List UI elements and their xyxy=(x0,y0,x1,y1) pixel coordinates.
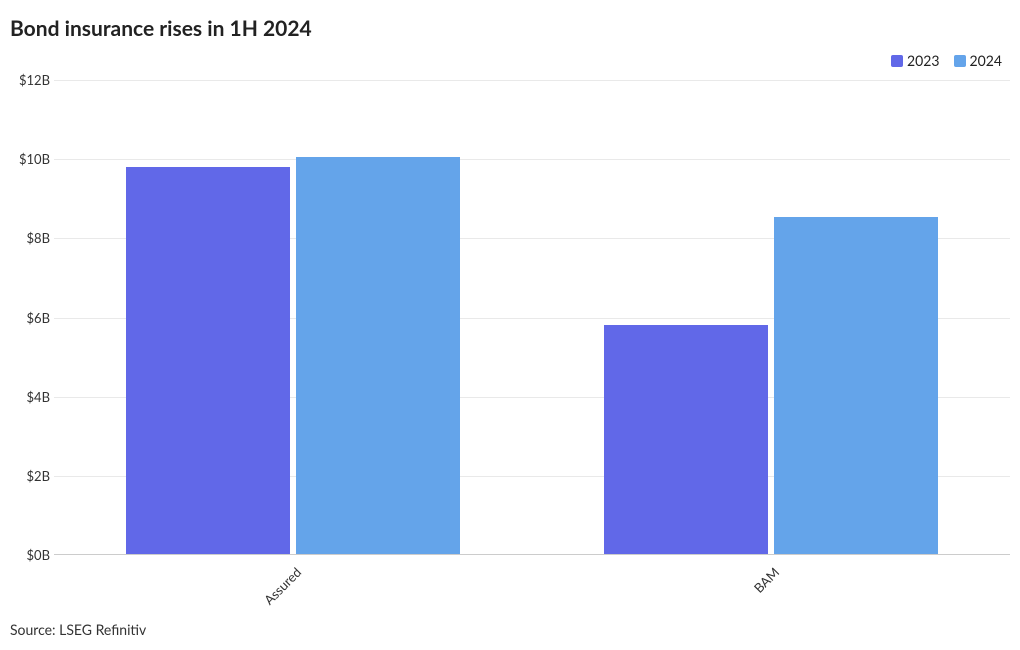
bar-bam-2023 xyxy=(604,325,768,555)
y-axis: $0B$2B$4B$6B$8B$10B$12B xyxy=(10,80,54,555)
bar-assured-2023 xyxy=(126,167,290,555)
legend-label-2023: 2023 xyxy=(907,52,939,69)
legend-item-2023: 2023 xyxy=(891,52,939,69)
bars-layer xyxy=(54,80,1010,555)
y-tick-label: $12B xyxy=(19,72,50,88)
legend-label-2024: 2024 xyxy=(970,52,1002,69)
bar-assured-2024 xyxy=(296,157,460,555)
x-tick-label: Assured xyxy=(261,564,305,608)
legend-swatch-2023 xyxy=(891,55,903,67)
bar-bam-2024 xyxy=(774,217,938,555)
y-tick-label: $4B xyxy=(27,389,51,405)
chart-title: Bond insurance rises in 1H 2024 xyxy=(10,16,1010,41)
x-baseline xyxy=(54,554,1010,555)
y-tick-label: $8B xyxy=(27,230,51,246)
y-tick-label: $6B xyxy=(27,310,51,326)
source-label: Source: LSEG Refinitiv xyxy=(10,621,146,638)
y-tick-label: $10B xyxy=(19,151,50,167)
legend-item-2024: 2024 xyxy=(954,52,1002,69)
legend-swatch-2024 xyxy=(954,55,966,67)
legend: 2023 2024 xyxy=(891,52,1002,69)
x-axis: AssuredBAM xyxy=(54,558,1010,598)
plot-wrap: $0B$2B$4B$6B$8B$10B$12B xyxy=(10,80,1010,555)
y-tick-label: $0B xyxy=(27,547,51,563)
plot-area xyxy=(54,80,1010,555)
x-tick-label: BAM xyxy=(750,564,782,596)
y-tick-label: $2B xyxy=(27,468,51,484)
chart-container: Bond insurance rises in 1H 2024 2023 202… xyxy=(0,0,1020,650)
